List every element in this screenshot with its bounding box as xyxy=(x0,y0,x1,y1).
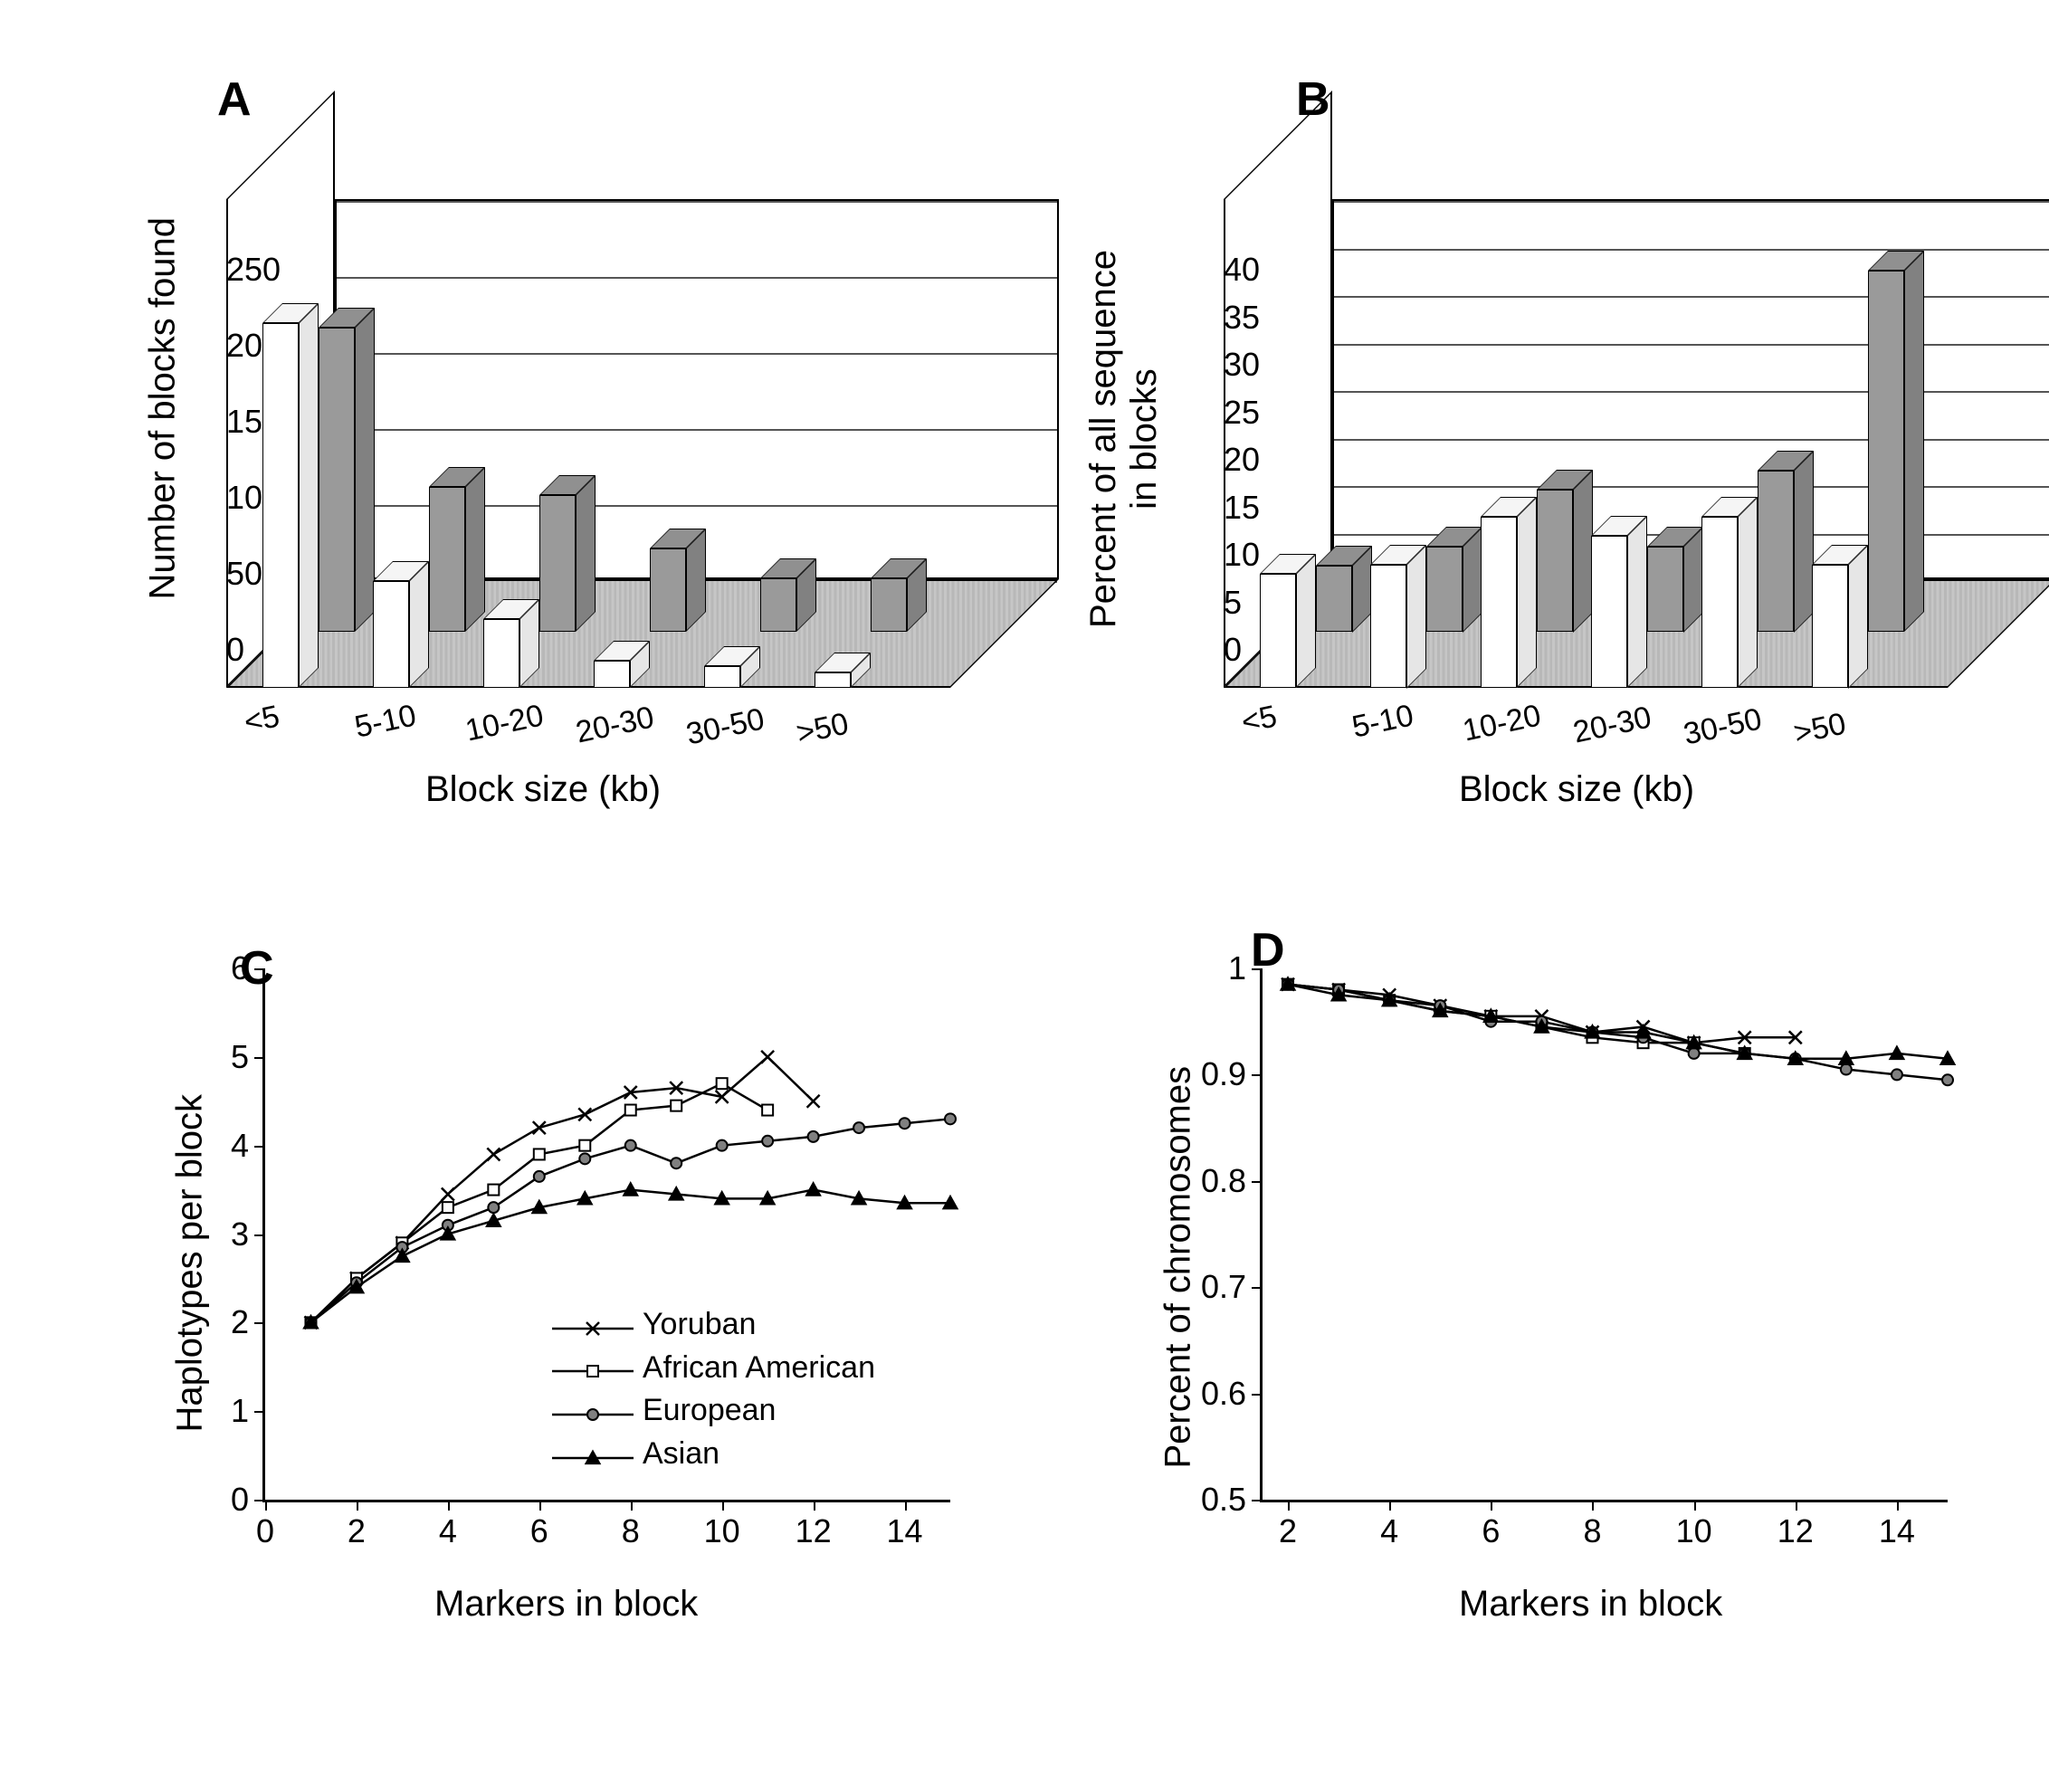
chart-bar xyxy=(1260,574,1296,688)
chart-bar xyxy=(373,581,409,688)
chart-bar xyxy=(1647,547,1683,633)
y-axis-title: Percent of chromosomes xyxy=(1158,1071,1199,1469)
x-tick-label: >50 xyxy=(794,706,853,751)
x-tick-label: 30-50 xyxy=(1681,701,1765,752)
panel-b: B 0510152025303540<55-1010-2020-3030-50>… xyxy=(1043,54,2004,878)
chart-bar xyxy=(704,666,740,688)
x-axis-title: Markers in block xyxy=(1459,1584,1722,1625)
x-axis-title: Markers in block xyxy=(434,1584,698,1625)
chart-bar xyxy=(1868,271,1904,632)
chart-bar xyxy=(650,548,686,632)
chart-bar xyxy=(319,328,355,632)
legend-entry: African American xyxy=(552,1347,875,1390)
panel-c: C 012345602468101214 Haplotypes per bloc… xyxy=(45,914,1006,1738)
panel-a: A 050100150200250<55-1010-2020-3030-50>5… xyxy=(45,54,1006,878)
x-tick-label: 10-20 xyxy=(462,698,547,748)
chart-bar xyxy=(483,619,519,688)
chart-backwall xyxy=(1332,199,2049,579)
x-tick-label: 5-10 xyxy=(1349,698,1417,745)
x-axis-title: Block size (kb) xyxy=(1459,769,1694,810)
chart-bar xyxy=(594,661,630,688)
panel-d-label: D xyxy=(1251,923,1285,977)
x-tick-label: 5-10 xyxy=(352,698,420,745)
y-axis-title: Percent of all sequence in blocks xyxy=(1083,240,1165,638)
chart-bar xyxy=(1316,566,1352,633)
chart-bar xyxy=(1370,565,1406,689)
panel-a-label: A xyxy=(217,72,252,127)
chart-bar xyxy=(539,495,576,632)
x-tick-label: <5 xyxy=(1238,699,1280,740)
y-axis-title: Haplotypes per block xyxy=(170,1107,211,1433)
x-tick-label: 20-30 xyxy=(573,700,657,750)
chart-bar xyxy=(815,672,851,688)
chart-bar xyxy=(1701,517,1738,688)
line-chart-c: 012345602468101214 xyxy=(181,950,977,1611)
y-axis-title: Number of blocks found xyxy=(143,238,184,600)
chart-bar xyxy=(1537,490,1573,633)
bar3d-chart-b: 0510152025303540<55-1010-2020-3030-50>50 xyxy=(1224,109,1948,742)
chart-bar xyxy=(1481,517,1517,688)
chart-bar xyxy=(1426,547,1463,633)
x-tick-label: 10-20 xyxy=(1460,698,1544,748)
x-tick-label: 20-30 xyxy=(1570,700,1654,750)
chart-bar xyxy=(429,487,465,632)
legend-label: African American xyxy=(643,1347,875,1390)
x-tick-label: 30-50 xyxy=(683,701,767,752)
legend-entry: Yoruban xyxy=(552,1303,875,1347)
legend-label: Asian xyxy=(643,1433,720,1476)
bar3d-chart-a: 050100150200250<55-1010-2020-3030-50>50 xyxy=(226,109,950,742)
x-axis-title: Block size (kb) xyxy=(425,769,661,810)
panel-b-label: B xyxy=(1296,72,1330,127)
chart-bar xyxy=(871,578,907,632)
chart-legend: YorubanAfrican AmericanEuropeanAsian xyxy=(552,1303,875,1475)
panel-c-label: C xyxy=(240,941,274,996)
x-tick-label: >50 xyxy=(1791,706,1850,751)
plot-area: 0.50.60.70.80.912468101214 xyxy=(1260,968,1948,1502)
chart-bar xyxy=(1591,536,1627,688)
chart-bar xyxy=(262,323,299,688)
legend-label: Yoruban xyxy=(643,1303,756,1347)
chart-bar xyxy=(1812,565,1848,689)
x-tick-label: <5 xyxy=(241,699,282,740)
chart-bar xyxy=(1758,471,1794,633)
figure-grid: A 050100150200250<55-1010-2020-3030-50>5… xyxy=(0,0,2049,1792)
legend-label: European xyxy=(643,1389,776,1433)
chart-series xyxy=(1263,968,1948,1500)
legend-entry: European xyxy=(552,1389,875,1433)
chart-bar xyxy=(760,578,796,632)
legend-entry: Asian xyxy=(552,1433,875,1476)
panel-d: D 0.50.60.70.80.912468101214 Percent of … xyxy=(1043,914,2004,1738)
line-chart-d: 0.50.60.70.80.912468101214 xyxy=(1178,950,1975,1611)
